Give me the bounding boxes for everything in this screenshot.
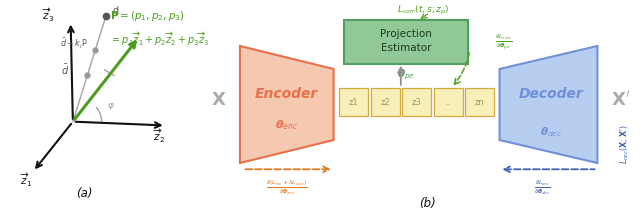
Text: ..: .. — [445, 98, 451, 107]
Text: X: X — [212, 91, 225, 109]
Text: $\frac{\partial L_{corr}}{\partial \boldsymbol{\theta}_{pe}}$: $\frac{\partial L_{corr}}{\partial \bold… — [495, 32, 513, 52]
Text: $\overrightarrow{z}_1$: $\overrightarrow{z}_1$ — [20, 172, 33, 189]
Text: Estimator: Estimator — [381, 43, 431, 53]
Text: $\mathbf{P}=(p_1,p_2,p_3)$: $\mathbf{P}=(p_1,p_2,p_3)$ — [110, 9, 185, 23]
Text: $\mathbf{X}'$: $\mathbf{X}'$ — [611, 91, 630, 110]
Text: (b): (b) — [419, 197, 436, 209]
Text: z3: z3 — [412, 98, 421, 107]
FancyBboxPatch shape — [402, 88, 431, 116]
Text: $\varphi$: $\varphi$ — [107, 101, 115, 112]
FancyBboxPatch shape — [339, 88, 368, 116]
FancyBboxPatch shape — [344, 20, 468, 64]
Text: $\frac{\partial L_{rec}}{\partial \boldsymbol{\theta}_{dec}}$: $\frac{\partial L_{rec}}{\partial \bolds… — [534, 179, 550, 197]
Text: zn: zn — [475, 98, 484, 107]
Text: Projection: Projection — [380, 29, 432, 39]
Text: $L_{rec}(\mathbf{X};\mathbf{X}^{\prime})$: $L_{rec}(\mathbf{X};\mathbf{X}^{\prime})… — [619, 124, 631, 164]
Text: $\bar{d}$: $\bar{d}$ — [61, 64, 69, 78]
Polygon shape — [240, 46, 333, 163]
FancyBboxPatch shape — [433, 88, 463, 116]
FancyBboxPatch shape — [371, 88, 399, 116]
Text: $=p_1\overrightarrow{z}_1+p_2\overrightarrow{z}_2+p_3\overrightarrow{z}_3$: $=p_1\overrightarrow{z}_1+p_2\overrighta… — [110, 30, 209, 48]
Text: (a): (a) — [76, 187, 92, 200]
Text: $\boldsymbol{\theta}_{dec}$: $\boldsymbol{\theta}_{dec}$ — [540, 125, 562, 139]
Text: $\overrightarrow{z}_3$: $\overrightarrow{z}_3$ — [42, 6, 54, 24]
Text: d: d — [113, 6, 119, 16]
Text: $\overrightarrow{z}_2$: $\overrightarrow{z}_2$ — [153, 127, 165, 145]
Text: Decoder: Decoder — [518, 87, 583, 101]
Text: $\boldsymbol{\theta}_{enc}$: $\boldsymbol{\theta}_{enc}$ — [275, 119, 299, 132]
FancyBboxPatch shape — [465, 88, 494, 116]
Text: $\frac{\partial(L_{rec}+\lambda L_{corr})}{\partial \boldsymbol{\theta}_{enc}}$: $\frac{\partial(L_{rec}+\lambda L_{corr}… — [266, 179, 308, 197]
Text: $\bar{d}+k_i\mathrm{P}$: $\bar{d}+k_i\mathrm{P}$ — [60, 37, 88, 51]
Text: $\boldsymbol{\theta}_{pe}$: $\boldsymbol{\theta}_{pe}$ — [397, 68, 415, 82]
Text: z2: z2 — [380, 98, 390, 107]
Text: $L_{corr}(t,s;z_p)$: $L_{corr}(t,s;z_p)$ — [397, 4, 449, 17]
Polygon shape — [500, 46, 598, 163]
Text: z1: z1 — [349, 98, 358, 107]
Text: Encoder: Encoder — [255, 87, 318, 101]
